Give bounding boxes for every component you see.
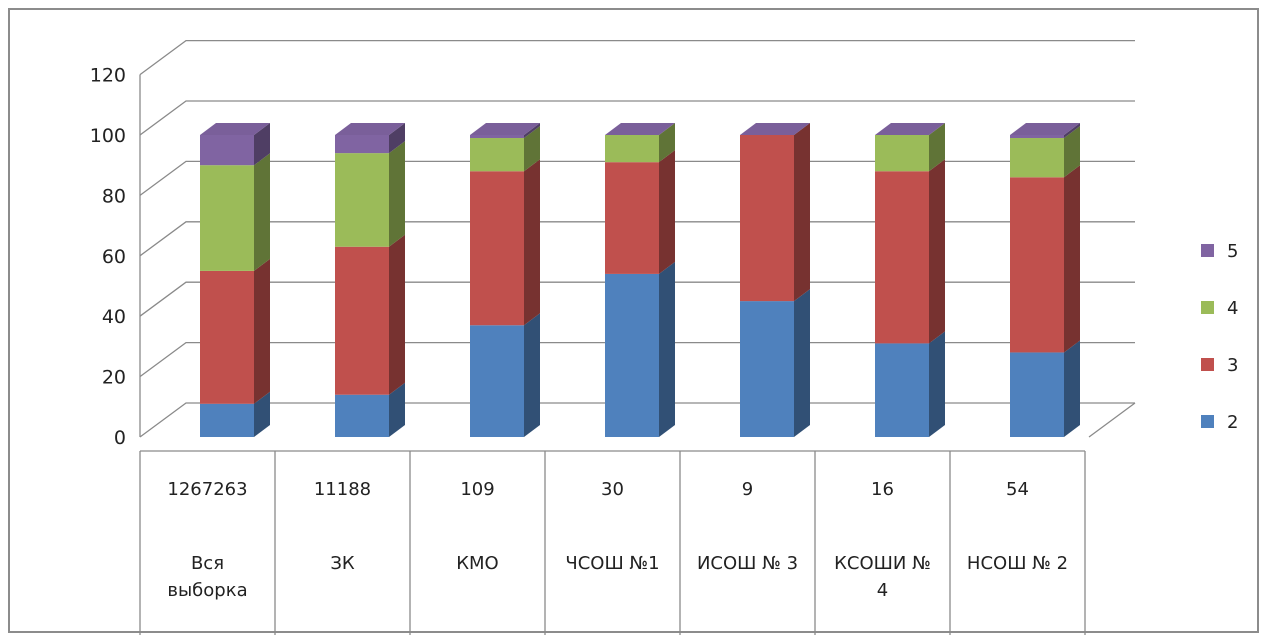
bar-segment-front bbox=[605, 162, 659, 274]
legend-label: 2 bbox=[1227, 412, 1238, 433]
bar-top-cap bbox=[470, 123, 540, 135]
bar-segment-side bbox=[794, 289, 810, 437]
bar-segment-side bbox=[389, 234, 405, 395]
bar-segment-side bbox=[1064, 123, 1080, 139]
legend-swatch bbox=[1201, 301, 1214, 314]
x-category-label: КСОШИ № bbox=[834, 553, 931, 574]
bar-segment-front bbox=[335, 135, 389, 154]
table-value-label: 1267263 bbox=[167, 479, 247, 500]
bar-segment-front bbox=[1010, 138, 1064, 178]
bar-top-cap bbox=[335, 123, 405, 135]
y-tick-label: 0 bbox=[114, 427, 126, 449]
bar-segment-side bbox=[1064, 165, 1080, 353]
table-value-label: 54 bbox=[1006, 479, 1029, 500]
bar-segment-side bbox=[254, 258, 270, 404]
bar-segment-front bbox=[875, 171, 929, 344]
bar-segment-front bbox=[1010, 352, 1064, 437]
x-category-label: НСОШ № 2 bbox=[967, 553, 1068, 574]
legend-swatch bbox=[1201, 415, 1214, 428]
table-value-label: 30 bbox=[601, 479, 624, 500]
legend-label: 5 bbox=[1227, 241, 1238, 262]
y-tick-label: 20 bbox=[102, 367, 126, 389]
bar-segment-side bbox=[659, 123, 675, 163]
floor-edge bbox=[1088, 402, 1136, 438]
bar-segment-front bbox=[335, 394, 389, 437]
bar-segment-front bbox=[200, 135, 254, 166]
gridline bbox=[139, 341, 1135, 378]
bar-segment-front bbox=[605, 135, 659, 163]
bar-segment-front bbox=[200, 270, 254, 404]
legend-label: 4 bbox=[1227, 298, 1238, 319]
bar-segment-front bbox=[470, 325, 524, 437]
bar-segment-side bbox=[929, 331, 945, 437]
bar-segment-side bbox=[254, 123, 270, 166]
bar-segment-side bbox=[929, 123, 945, 172]
bar-segment-front bbox=[875, 135, 929, 172]
bar-segment-front bbox=[470, 138, 524, 172]
gridline bbox=[139, 402, 1135, 438]
bar-top-cap bbox=[1010, 123, 1080, 135]
bar-segment-side bbox=[524, 159, 540, 326]
y-tick-label: 100 bbox=[90, 125, 126, 147]
y-tick-label: 40 bbox=[102, 306, 126, 328]
x-category-label: ЧСОШ №1 bbox=[565, 553, 659, 574]
table-value-label: 16 bbox=[871, 479, 894, 500]
bar-segment-front bbox=[605, 273, 659, 437]
bar-top-cap bbox=[875, 123, 945, 135]
bar-segment-side bbox=[524, 126, 540, 172]
bar-segment-front bbox=[1010, 177, 1064, 353]
y-tick-label: 120 bbox=[90, 65, 126, 87]
legend-swatch bbox=[1201, 358, 1214, 371]
bar-segment-front bbox=[740, 135, 794, 302]
x-category-label: выборка bbox=[167, 580, 247, 601]
bar-segment-front bbox=[335, 246, 389, 395]
bar-segment-side bbox=[389, 141, 405, 247]
bar-segment-front bbox=[335, 153, 389, 247]
bar-segment-side bbox=[1064, 340, 1080, 437]
gridline bbox=[139, 281, 1135, 317]
legend-label: 3 bbox=[1227, 355, 1238, 376]
bar-segment-side bbox=[794, 123, 810, 302]
x-category-label: ЗК bbox=[330, 553, 355, 574]
bar-segment-front bbox=[470, 171, 524, 326]
gridline bbox=[139, 160, 1135, 196]
x-category-label: 4 bbox=[877, 580, 888, 601]
bar-segment-side bbox=[659, 150, 675, 274]
table-value-label: 9 bbox=[742, 479, 753, 500]
bar-top-cap bbox=[200, 123, 270, 135]
bar-segment-front bbox=[875, 343, 929, 437]
x-category-label: ИСОШ № 3 bbox=[697, 553, 798, 574]
gridline bbox=[139, 100, 1135, 136]
legend-swatch bbox=[1201, 244, 1214, 257]
bar-segment-side bbox=[254, 153, 270, 271]
bar-top-cap bbox=[605, 123, 675, 135]
bar-segment-side bbox=[389, 382, 405, 437]
gridline bbox=[139, 221, 1135, 257]
table-value-label: 109 bbox=[460, 479, 494, 500]
table-value-label: 11188 bbox=[314, 479, 371, 500]
y-tick-label: 60 bbox=[102, 246, 126, 268]
bar-segment-side bbox=[929, 159, 945, 344]
chart-frame: 0 20 40 60 80 100 120 1267263 Вся выборка 11188 ЗК 1… bbox=[8, 8, 1259, 635]
bar-segment-side bbox=[524, 123, 540, 139]
x-category-label: КМО bbox=[456, 553, 498, 574]
stacked-bar-chart: 0 20 40 60 80 100 120 1267263 Вся выборка 11188 ЗК 1… bbox=[90, 39, 1238, 635]
gridline bbox=[139, 39, 1135, 76]
bar-segment-side bbox=[524, 313, 540, 437]
bar-segment-side bbox=[659, 261, 675, 437]
bar-top-cap bbox=[740, 123, 810, 135]
bar-segment-front bbox=[470, 135, 524, 139]
bar-segment-side bbox=[1064, 126, 1080, 178]
bar-segment-side bbox=[254, 391, 270, 437]
bar-segment-front bbox=[740, 301, 794, 437]
bar-segment-front bbox=[200, 165, 254, 271]
y-tick-label: 80 bbox=[102, 185, 126, 207]
bar-segment-front bbox=[200, 403, 254, 437]
bar-segment-front bbox=[1010, 135, 1064, 139]
x-category-label: Вся bbox=[191, 553, 224, 574]
bar-segment-side bbox=[389, 123, 405, 154]
